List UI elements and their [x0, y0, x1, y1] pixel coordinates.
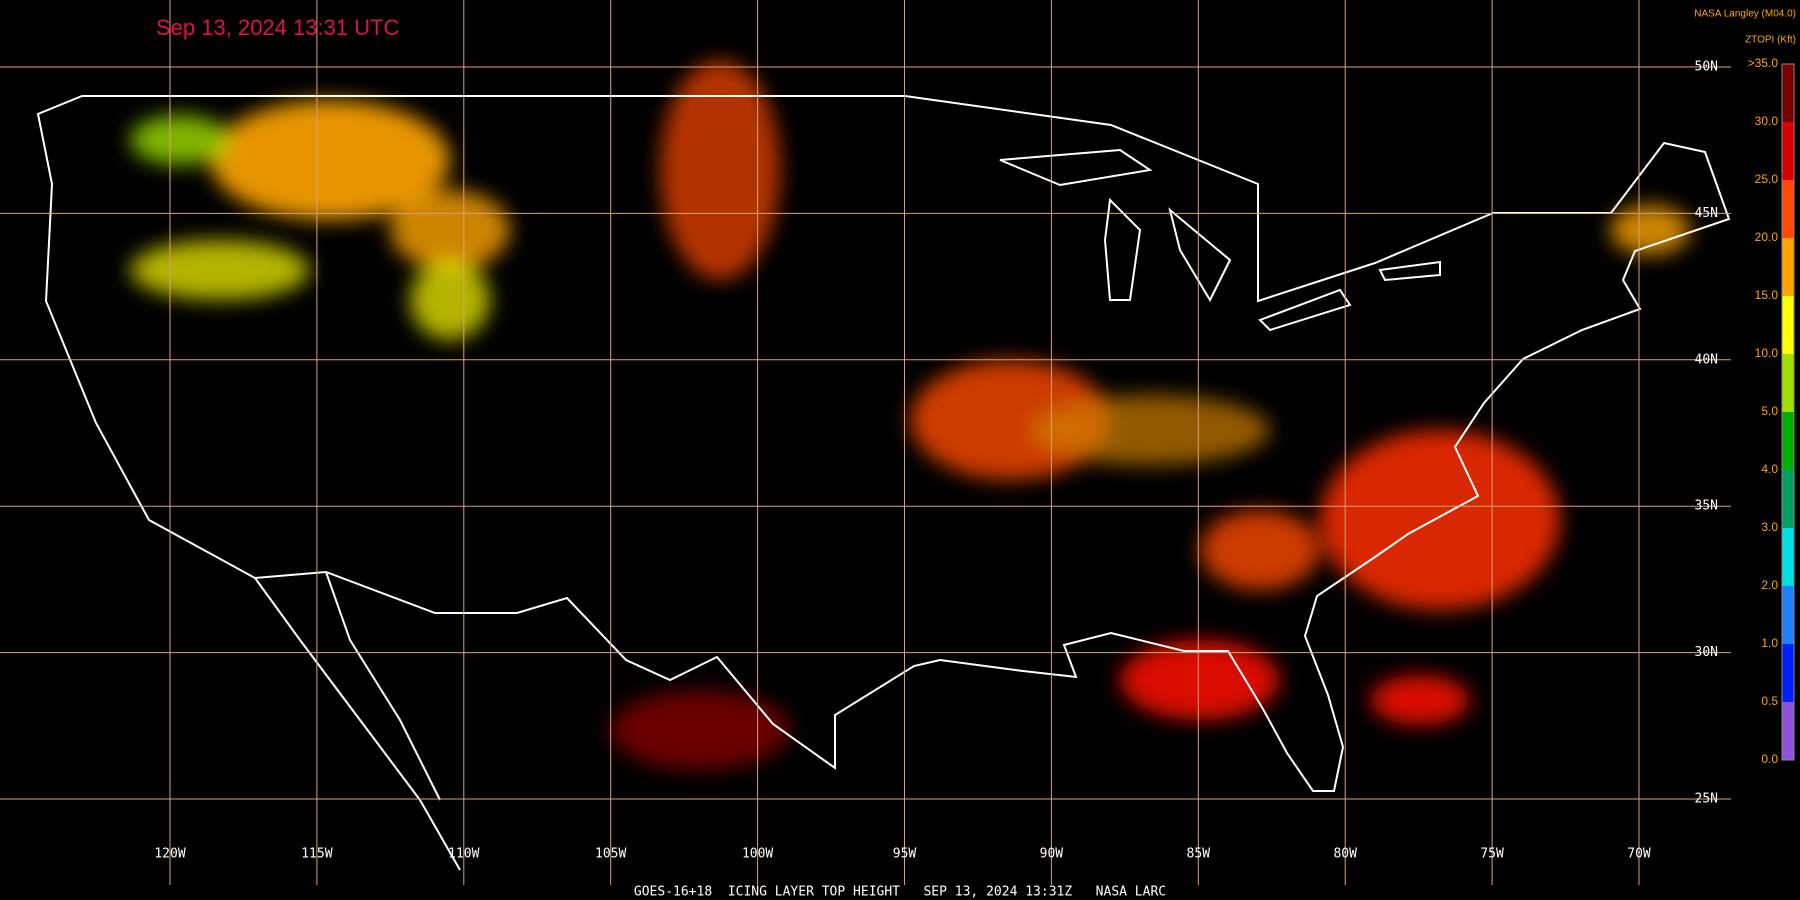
longitude-label: 80W: [1333, 847, 1357, 862]
longitude-label: 90W: [1040, 847, 1064, 862]
legend-label: 4.0: [1761, 462, 1778, 476]
legend-label: 5.0: [1761, 404, 1778, 418]
legend-label: 30.0: [1755, 114, 1779, 128]
great-lakes: [999, 148, 1441, 332]
legend-label: 0.0: [1761, 752, 1778, 766]
longitude-label: 85W: [1187, 847, 1211, 862]
icing-area: [1120, 640, 1280, 720]
icing-area: [410, 260, 490, 340]
icing-area: [210, 100, 450, 220]
legend-label: 25.0: [1755, 172, 1779, 186]
icing-area: [660, 60, 780, 280]
legend-label: 0.5: [1761, 694, 1778, 708]
legend-label: 3.0: [1761, 520, 1778, 534]
legend-swatch: [1782, 64, 1794, 122]
latitude-label: 50N: [1695, 60, 1718, 75]
coastline: [36, 95, 1731, 792]
icing-area: [1370, 675, 1470, 725]
longitude-label: 70W: [1627, 847, 1651, 862]
icing-area: [130, 240, 310, 300]
legend-swatch: [1782, 354, 1794, 412]
graticule: 50N 45N 40N 35N 30N 25N 120W 115W 110W 105W 100W 95…: [0, 0, 1731, 885]
legend-swatch: [1782, 412, 1794, 470]
longitude-label: 100W: [742, 847, 773, 862]
latitude-label: 40N: [1695, 352, 1718, 367]
icing-area: [1030, 395, 1270, 465]
icing-area: [1200, 510, 1320, 590]
timestamp: Sep 13, 2024 13:31 UTC: [156, 15, 399, 40]
longitude-label: 115W: [301, 847, 332, 862]
longitude-label: 105W: [595, 847, 626, 862]
latitude-label: 45N: [1695, 206, 1718, 221]
legend-swatch: [1782, 180, 1794, 238]
latitude-label: 30N: [1695, 645, 1718, 660]
latitude-label: 25N: [1695, 792, 1718, 807]
footer: GOES-16+18 ICING LAYER TOP HEIGHT SEP 13…: [634, 885, 1166, 900]
legend-swatch: [1782, 702, 1794, 760]
mexico-coast: [254, 571, 461, 871]
legend-title: ZTOPI (Kft): [1745, 35, 1796, 46]
latitude-label: 35N: [1695, 499, 1718, 514]
legend-swatch: [1782, 122, 1794, 180]
icing-area: [1610, 205, 1690, 255]
legend-label: 15.0: [1755, 288, 1779, 302]
legend-swatch: [1782, 586, 1794, 644]
legend-swatch: [1782, 296, 1794, 354]
legend-label: 10.0: [1755, 346, 1779, 360]
icing-layer: [130, 60, 1690, 770]
longitude-label: 110W: [448, 847, 479, 862]
legend-label: 20.0: [1755, 230, 1779, 244]
icing-area: [1320, 430, 1560, 610]
legend-swatch: [1782, 644, 1794, 702]
legend-swatch: [1782, 238, 1794, 296]
legend-label: 2.0: [1761, 578, 1778, 592]
longitude-label: 120W: [154, 847, 185, 862]
icing-area: [610, 690, 790, 770]
icing-area: [130, 115, 230, 165]
source-label: NASA Langley (M04.0): [1694, 9, 1796, 20]
icing-area: [390, 190, 510, 270]
legend-swatch: [1782, 470, 1794, 528]
legend-frame: [1781, 63, 1795, 761]
legend-swatch: [1782, 528, 1794, 586]
longitude-label: 95W: [893, 847, 917, 862]
legend-label: 1.0: [1761, 636, 1778, 650]
legend-label: >35.0: [1748, 56, 1779, 70]
longitude-label: 75W: [1480, 847, 1504, 862]
